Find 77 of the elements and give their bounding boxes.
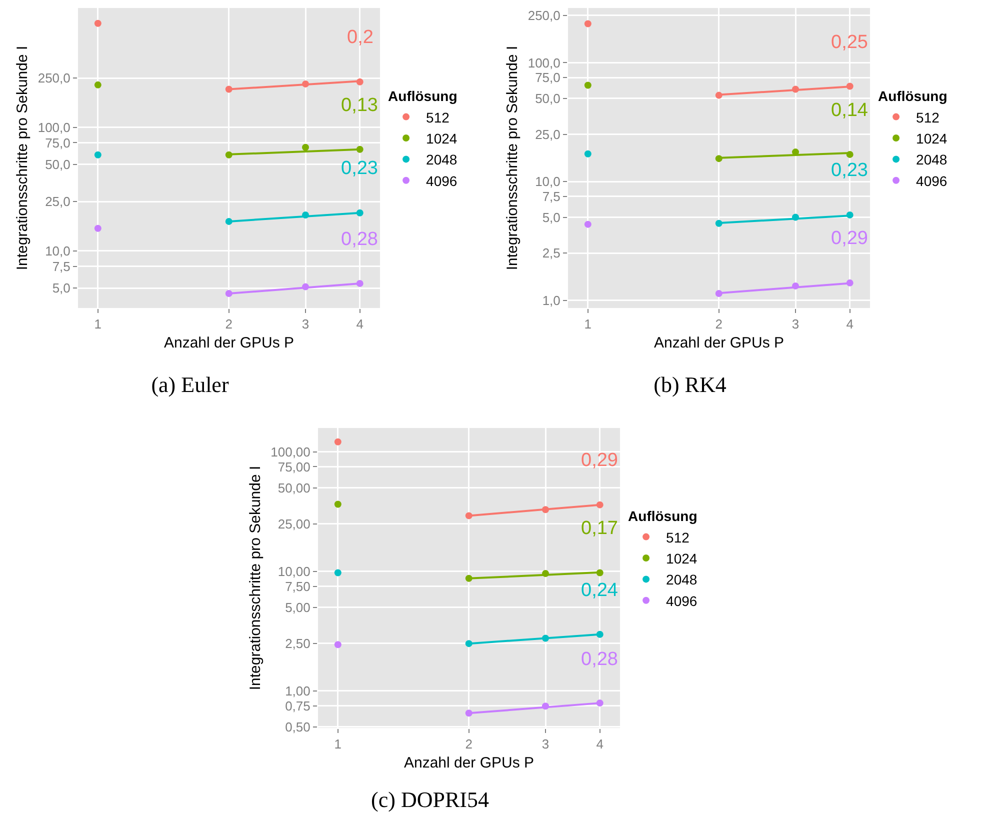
x-tick-label: 2 xyxy=(715,316,722,332)
y-tick-label: 7,5 xyxy=(542,188,560,204)
x-tick-label: 3 xyxy=(302,316,310,332)
annotation: 0,29 xyxy=(581,450,618,471)
annotation: 0,28 xyxy=(341,229,378,250)
annotation: 0,2 xyxy=(347,27,374,48)
x-tick-label: 1 xyxy=(94,316,102,332)
annotation: 0,24 xyxy=(581,580,618,601)
y-tick-label: 7,5 xyxy=(52,258,70,274)
y-tick-label: 2,50 xyxy=(285,636,310,651)
x-tick-label: 2 xyxy=(225,316,232,332)
text: (a) Euler xyxy=(150,372,230,398)
y-tick-label: 75,0 xyxy=(45,135,70,150)
y-tick-label: 100,00 xyxy=(270,444,310,460)
x-tick-label: 4 xyxy=(356,316,364,332)
legend-label: 4096 xyxy=(916,172,948,189)
annotation: 0,25 xyxy=(831,32,868,53)
y-tick-label: 0,50 xyxy=(285,720,310,734)
text: (c) DOPRI54 xyxy=(370,787,490,813)
x-tick-label: 4 xyxy=(846,316,854,332)
text: (b) RK4 xyxy=(652,372,728,398)
legend-label: 2048 xyxy=(916,152,948,168)
y-tick-label: 50,0 xyxy=(535,91,560,106)
y-tick-label: 250,0 xyxy=(38,70,70,86)
x-tick-label: 4 xyxy=(596,736,604,752)
legend-label: 2048 xyxy=(426,152,458,168)
x-tick-label: 1 xyxy=(584,316,592,332)
y-axis-title: Integrationsschritte pro Sekunde I xyxy=(504,46,522,270)
y-tick-label: 25,00 xyxy=(278,516,310,532)
legend-label: 512 xyxy=(916,109,940,126)
y-tick-label: 75,0 xyxy=(535,70,560,86)
legend-label: 4096 xyxy=(666,592,698,609)
y-tick-label: 50,00 xyxy=(278,480,310,496)
legend-title: Auflösung xyxy=(878,88,948,104)
y-tick-label: 7,50 xyxy=(285,578,310,594)
annotation: 0,29 xyxy=(831,228,868,249)
legend-label: 512 xyxy=(666,529,690,546)
y-tick-label: 75,00 xyxy=(278,459,310,474)
annotation: 0,28 xyxy=(581,649,618,670)
x-tick-label: 1 xyxy=(334,736,342,752)
legend-label: 2048 xyxy=(666,572,698,588)
legend-label: 1024 xyxy=(426,130,458,146)
x-axis-title: Anzahl der GPUs P xyxy=(654,334,784,352)
y-tick-label: 250,0 xyxy=(528,8,560,24)
x-axis-title: Anzahl der GPUs P xyxy=(404,754,534,772)
y-tick-label: 5,0 xyxy=(542,210,560,225)
y-tick-label: 100,0 xyxy=(528,55,560,70)
y-tick-label: 5,00 xyxy=(285,600,310,615)
y-tick-label: 10,00 xyxy=(278,564,310,579)
legend-title: Auflösung xyxy=(628,508,698,524)
y-axis-title: Integrationsschritte pro Sekunde I xyxy=(246,466,264,690)
legend-label: 1024 xyxy=(666,550,698,566)
y-tick-label: 2,5 xyxy=(542,246,560,261)
legend-label: 1024 xyxy=(916,130,948,146)
x-tick-label: 3 xyxy=(542,736,550,752)
legend-label: 512 xyxy=(426,109,450,126)
y-tick-label: 1,00 xyxy=(285,684,310,698)
y-tick-label: 10,0 xyxy=(535,174,560,190)
y-tick-label: 0,75 xyxy=(285,698,310,714)
x-tick-label: 3 xyxy=(792,316,800,332)
legend-title: Auflösung xyxy=(388,88,458,104)
x-axis-title: Anzahl der GPUs P xyxy=(164,334,294,352)
annotation: 0,13 xyxy=(341,95,378,116)
y-tick-label: 100,0 xyxy=(38,120,70,135)
y-axis-title: Integrationsschritte pro Sekunde I xyxy=(14,46,32,270)
legend-label: 4096 xyxy=(426,172,458,189)
x-tick-label: 2 xyxy=(465,736,472,752)
annotation: 0,23 xyxy=(341,158,378,179)
y-tick-label: 1,0 xyxy=(542,292,560,308)
y-tick-label: 50,0 xyxy=(45,157,70,172)
annotation: 0,17 xyxy=(581,518,618,539)
y-tick-label: 10,0 xyxy=(45,243,70,258)
y-tick-label: 5,0 xyxy=(52,280,70,296)
y-tick-label: 25,0 xyxy=(535,126,560,142)
annotation: 0,23 xyxy=(831,160,868,181)
y-tick-label: 25,0 xyxy=(45,194,70,210)
annotation: 0,14 xyxy=(831,100,868,121)
